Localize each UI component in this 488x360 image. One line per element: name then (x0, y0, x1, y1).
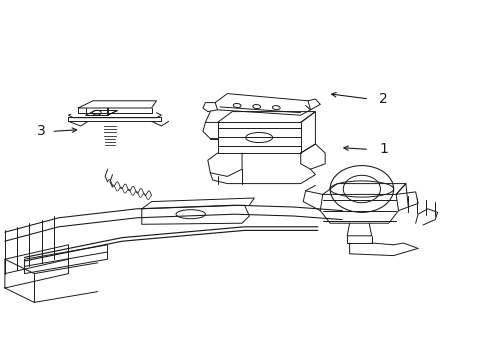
Text: 2: 2 (378, 92, 387, 106)
Text: 1: 1 (378, 143, 387, 156)
Text: 3: 3 (37, 125, 45, 138)
